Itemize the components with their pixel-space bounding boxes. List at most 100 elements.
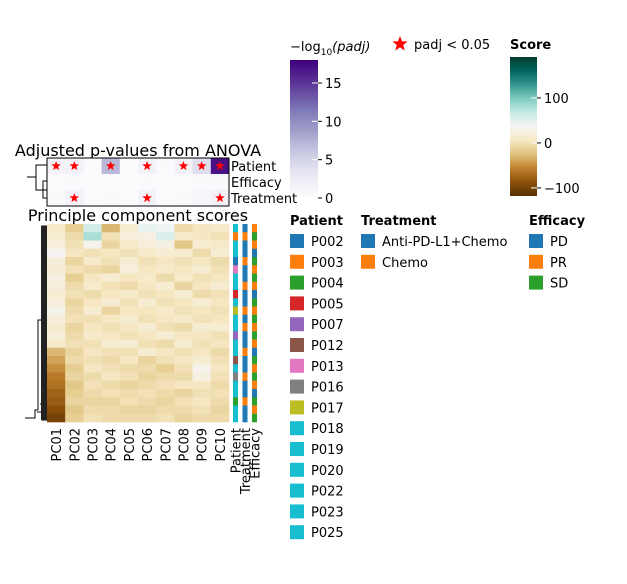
score-cell bbox=[47, 265, 66, 274]
score-cell bbox=[119, 265, 139, 274]
score-cell bbox=[83, 273, 102, 283]
legend-swatch bbox=[290, 504, 304, 519]
annotation-cell bbox=[233, 347, 238, 357]
score-cell bbox=[47, 372, 66, 382]
score-cell bbox=[192, 232, 212, 241]
legend-label: P025 bbox=[311, 526, 344, 541]
annotation-label: Treatment bbox=[239, 428, 254, 495]
legend-swatch bbox=[290, 254, 304, 269]
score-cell bbox=[210, 339, 230, 349]
score-cell bbox=[174, 298, 193, 307]
score-cell bbox=[192, 257, 212, 266]
annotation-cell bbox=[233, 323, 238, 332]
score-cell bbox=[119, 364, 139, 373]
annotation-cell bbox=[252, 273, 257, 283]
significance-star bbox=[69, 193, 80, 202]
cb-title-part: 10 bbox=[321, 48, 333, 58]
pvalue-cell bbox=[101, 174, 121, 191]
annotation-cell bbox=[242, 248, 248, 258]
legend-label: P003 bbox=[311, 256, 344, 271]
score-cell bbox=[138, 290, 157, 299]
score-cell bbox=[156, 380, 175, 390]
annotation-cell bbox=[252, 281, 257, 291]
annotation-label: Efficacy bbox=[249, 428, 264, 479]
annotation-cell bbox=[242, 232, 248, 241]
cb-title-part: −log bbox=[290, 40, 321, 55]
legend-label: P016 bbox=[311, 381, 344, 396]
legend-swatch bbox=[290, 379, 304, 394]
legend-swatch bbox=[290, 338, 304, 352]
column-label: PC05 bbox=[123, 428, 138, 461]
score-cell bbox=[156, 257, 175, 266]
annotation-cell bbox=[233, 372, 238, 382]
score-cell bbox=[119, 298, 139, 307]
score-cell bbox=[156, 232, 175, 241]
legend-label: P017 bbox=[311, 401, 344, 416]
annotation-cell bbox=[252, 257, 257, 266]
annotation-cell bbox=[252, 248, 257, 258]
score-cell bbox=[47, 364, 66, 373]
annotation-cell bbox=[242, 389, 248, 398]
score-cell bbox=[174, 339, 193, 349]
score-cell bbox=[138, 281, 157, 291]
score-cell bbox=[156, 372, 175, 382]
score-cell bbox=[83, 248, 102, 258]
score-cell bbox=[192, 380, 212, 390]
annotation-cell bbox=[242, 405, 248, 415]
score-cell bbox=[138, 389, 157, 398]
score-cell bbox=[47, 413, 66, 423]
annotation-cell bbox=[252, 224, 257, 233]
score-cell bbox=[192, 356, 212, 365]
star-legend-label: padj < 0.05 bbox=[414, 38, 490, 53]
legend-label: P013 bbox=[311, 360, 344, 375]
annotation-cell bbox=[242, 265, 248, 274]
score-cell bbox=[210, 248, 230, 258]
annotation-cell bbox=[252, 364, 257, 373]
score-cell bbox=[65, 314, 84, 324]
score-cell bbox=[210, 331, 230, 340]
legend-swatch bbox=[290, 400, 304, 415]
score-cell bbox=[47, 273, 66, 283]
heatmap-frame bbox=[46, 157, 230, 207]
pvalue-cell bbox=[47, 190, 66, 207]
legend-label: P007 bbox=[311, 318, 344, 333]
score-cell bbox=[210, 397, 230, 406]
significance-star bbox=[215, 193, 225, 202]
column-label: PC02 bbox=[68, 428, 83, 461]
score-cell bbox=[101, 281, 121, 291]
score-cell bbox=[65, 273, 84, 283]
column-label: PC04 bbox=[105, 428, 120, 461]
score-cell bbox=[119, 405, 139, 415]
score-cell bbox=[83, 281, 102, 291]
annotation-cell bbox=[252, 323, 257, 332]
score-cell bbox=[101, 372, 121, 382]
annotation-cell bbox=[252, 232, 257, 241]
score-cell bbox=[83, 257, 102, 266]
pvalue-cell bbox=[192, 174, 212, 191]
score-cell bbox=[83, 306, 102, 316]
score-cell bbox=[47, 240, 66, 250]
score-cell bbox=[47, 405, 66, 415]
colorbar bbox=[510, 57, 537, 196]
score-cell bbox=[65, 372, 84, 382]
significance-star bbox=[215, 161, 225, 170]
score-cell bbox=[83, 224, 102, 233]
score-cell bbox=[156, 290, 175, 299]
pvalue-cell bbox=[47, 174, 66, 191]
score-cell bbox=[156, 389, 175, 398]
legend-swatch bbox=[361, 254, 375, 269]
score-cell bbox=[192, 397, 212, 406]
score-cell bbox=[210, 380, 230, 390]
pvalue-cell bbox=[83, 158, 102, 175]
annotation-cell bbox=[233, 281, 238, 291]
annotation-cell bbox=[242, 314, 248, 324]
score-cell bbox=[156, 397, 175, 406]
score-cell bbox=[101, 380, 121, 390]
score-cell bbox=[174, 364, 193, 373]
score-cell bbox=[119, 240, 139, 250]
score-cell bbox=[65, 413, 84, 423]
significance-star bbox=[105, 161, 116, 170]
annotation-cell bbox=[252, 389, 257, 398]
annotation-cell bbox=[233, 380, 238, 390]
annotation-cell bbox=[252, 413, 257, 423]
